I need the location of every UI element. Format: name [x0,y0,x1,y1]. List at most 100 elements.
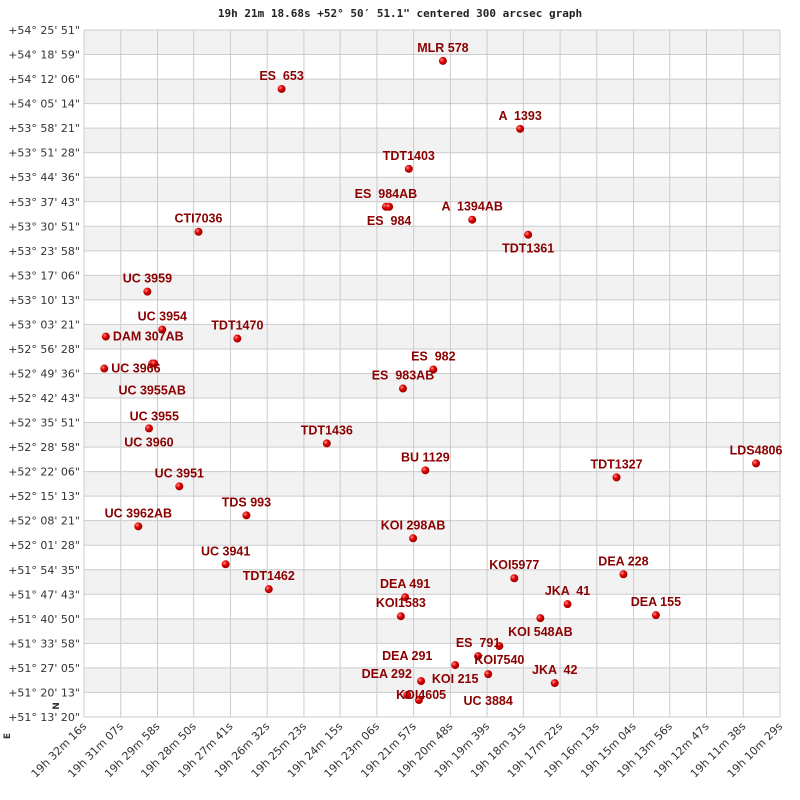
star-point[interactable] [550,679,559,688]
y-tick-label: +52° 01' 28" [8,539,80,552]
star-point[interactable] [468,215,477,224]
y-tick-label: +51° 13' 20" [8,711,80,724]
row-band [84,324,780,349]
y-axis-ticks: +54° 25' 51" +54° 18' 59" +54° 12' 06" +54°… [8,24,80,724]
star-label: DEA 291 [382,649,432,663]
y-tick-label: +52° 56' 28" [8,343,80,356]
y-tick-label: +53° 30' 51" [8,220,80,233]
star-label: DEA 155 [631,595,681,609]
star-point[interactable] [417,677,426,686]
star-point[interactable] [396,612,405,621]
y-tick-label: +54° 25' 51" [8,24,80,37]
star-point[interactable] [233,334,242,343]
star-point[interactable] [158,325,167,334]
star-point[interactable] [752,459,761,468]
star-label: BU 1129 [401,450,450,464]
star-point[interactable] [516,124,525,133]
y-tick-label: +51° 33' 58" [8,637,80,650]
star-label: DEA 491 [380,577,430,591]
grid-lines [83,29,781,718]
star-label: TDT1361 [502,242,554,256]
y-tick-label: +53° 44' 36" [8,171,80,184]
star-point[interactable] [451,661,460,670]
star-label: UC 3955 [130,410,179,424]
star-point[interactable] [484,670,493,679]
star-point[interactable] [144,424,153,433]
star-label: TDT1327 [590,457,642,471]
star-point[interactable] [398,384,407,393]
star-label: TDT1403 [383,149,435,163]
star-point[interactable] [194,227,203,236]
star-point[interactable] [612,473,621,482]
star-label: A 1393 [498,109,541,123]
star-point[interactable] [495,642,504,651]
star-label: KOI 215 [432,672,479,686]
star-point[interactable] [385,202,394,211]
star-point[interactable] [242,511,251,520]
star-label: CTI7036 [175,212,223,226]
star-point[interactable] [619,570,628,579]
star-point[interactable] [414,696,423,705]
star-point[interactable] [438,56,447,65]
star-point[interactable] [134,522,143,531]
y-tick-label: +51° 40' 50" [8,613,80,626]
star-label: TDT1436 [301,423,353,437]
chart-title: 19h 21m 18.68s +52° 50′ 51.1" centered 3… [218,7,582,20]
star-point[interactable] [175,482,184,491]
star-point[interactable] [404,164,413,173]
star-label: UC 3962AB [105,506,172,520]
row-band [84,422,780,448]
y-tick-label: +53° 03' 21" [8,318,80,331]
row-band [84,618,780,644]
star-label: TDT1462 [243,569,295,583]
star-point[interactable] [150,359,159,368]
star-point[interactable] [101,332,110,341]
y-tick-label: +51° 27' 05" [8,662,80,675]
star-point[interactable] [474,652,483,661]
row-band [84,30,780,55]
y-tick-label: +51° 47' 43" [8,588,80,601]
star-point[interactable] [403,691,412,700]
star-label: ES 653 [259,69,304,83]
star-label: KOI7540 [474,653,524,667]
star-point[interactable] [264,585,273,594]
row-band [84,226,780,251]
row-band [84,569,780,595]
star-label: TDS 993 [222,495,271,509]
star-point[interactable] [409,534,418,543]
star-label: UC 3884 [464,694,513,708]
y-tick-label: +52° 42' 43" [8,392,80,405]
star-label: KOI5977 [489,558,539,572]
star-point[interactable] [322,439,331,448]
star-point[interactable] [401,593,410,602]
star-point[interactable] [536,614,545,623]
star-point[interactable] [524,230,533,239]
star-label: UC 3966 [111,362,160,376]
star-point[interactable] [429,365,438,374]
star-point[interactable] [651,611,660,620]
star-label: DEA 292 [362,667,412,681]
compass-east: E [3,733,13,739]
row-band [84,128,780,153]
row-band [84,79,780,104]
stars [100,56,761,705]
star-point[interactable] [277,84,286,93]
y-tick-label: +52° 08' 21" [8,515,80,528]
star-point[interactable] [421,466,430,475]
star-label: KOI 298AB [381,518,446,532]
star-point[interactable] [221,560,230,569]
y-tick-label: +51° 54' 35" [8,564,80,577]
row-band [84,275,780,300]
star-label: TDT1470 [211,319,263,333]
y-tick-label: +54° 18' 59" [8,49,80,62]
star-point[interactable] [100,364,109,373]
y-tick-label: +53° 37' 43" [8,196,80,209]
star-point[interactable] [510,574,519,583]
star-point[interactable] [563,600,572,609]
star-label: ES 791 [456,636,501,650]
row-band [84,373,780,399]
compass-north: N [52,702,62,710]
star-label: UC 3941 [201,544,250,558]
star-point[interactable] [143,287,152,296]
